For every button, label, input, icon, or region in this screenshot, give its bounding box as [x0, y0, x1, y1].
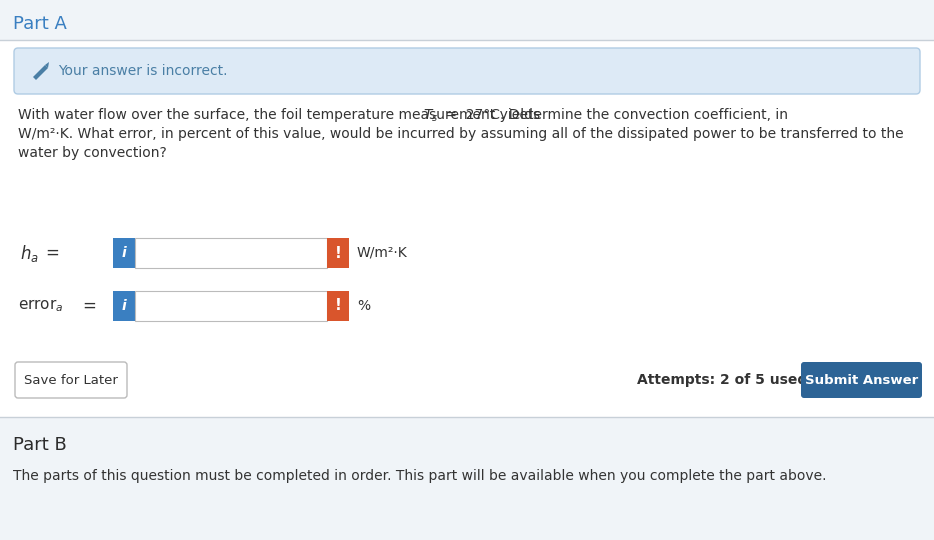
Text: =  27°C. Determine the convection coefficient, in: = 27°C. Determine the convection coeffic…	[441, 108, 788, 122]
Text: =: =	[82, 297, 96, 315]
Text: $\mathrm{error}_a$: $\mathrm{error}_a$	[18, 298, 64, 314]
Polygon shape	[33, 65, 48, 80]
Bar	[135, 291, 327, 321]
Bar	[0, 417, 934, 540]
Bar	[113, 291, 135, 321]
Bar	[135, 238, 327, 268]
Text: =: =	[45, 244, 59, 262]
Text: !: !	[334, 299, 342, 314]
Text: W/m²·K. What error, in percent of this value, would be incurred by assuming all : W/m²·K. What error, in percent of this v…	[18, 127, 903, 141]
Text: %: %	[357, 299, 370, 313]
Text: Attempts: 2 of 5 used: Attempts: 2 of 5 used	[637, 373, 807, 387]
Text: $h_a$: $h_a$	[20, 242, 39, 264]
Text: !: !	[334, 246, 342, 260]
Text: With water flow over the surface, the foil temperature measurement yields: With water flow over the surface, the fo…	[18, 108, 545, 122]
Text: i: i	[121, 246, 126, 260]
Text: water by convection?: water by convection?	[18, 146, 167, 160]
Text: $T_s$: $T_s$	[423, 108, 438, 124]
Text: W/m²·K: W/m²·K	[357, 246, 408, 260]
FancyBboxPatch shape	[801, 362, 922, 398]
Bar	[327, 291, 349, 321]
Polygon shape	[45, 62, 49, 68]
Bar	[113, 238, 135, 268]
FancyBboxPatch shape	[14, 48, 920, 94]
Text: Your answer is incorrect.: Your answer is incorrect.	[58, 64, 228, 78]
Text: Part B: Part B	[13, 436, 66, 454]
Bar	[0, 0, 934, 40]
Text: Submit Answer: Submit Answer	[805, 374, 918, 387]
Text: The parts of this question must be completed in order. This part will be availab: The parts of this question must be compl…	[13, 469, 827, 483]
Text: Part A: Part A	[13, 15, 67, 33]
Bar	[327, 238, 349, 268]
Text: Save for Later: Save for Later	[24, 374, 118, 387]
Text: i: i	[121, 299, 126, 313]
FancyBboxPatch shape	[15, 362, 127, 398]
